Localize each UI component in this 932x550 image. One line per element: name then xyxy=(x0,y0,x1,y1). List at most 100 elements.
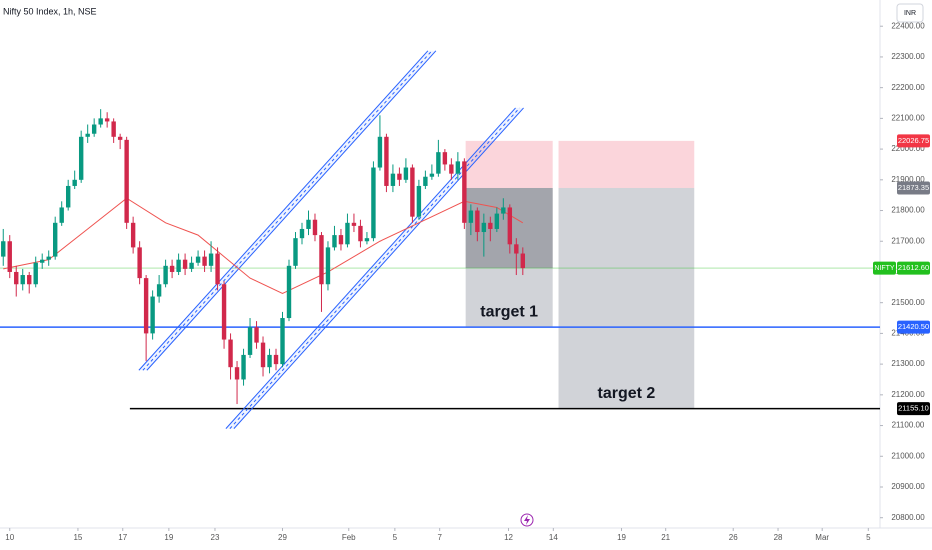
candle-body xyxy=(176,259,181,272)
channel-edge xyxy=(146,50,437,371)
y-tick-label: 22200.00 xyxy=(891,83,925,92)
candle-body xyxy=(124,139,129,223)
candle-body xyxy=(397,173,402,180)
candle-body xyxy=(241,354,246,380)
price-label-box xyxy=(897,402,930,416)
x-tick-label: 14 xyxy=(549,533,558,542)
candle-body xyxy=(59,207,64,223)
candle-body xyxy=(72,179,77,186)
candle-body xyxy=(312,219,318,236)
price-label-box xyxy=(897,181,930,195)
candle-body xyxy=(468,210,474,223)
candle-body xyxy=(390,173,396,186)
candle-body xyxy=(501,207,506,214)
price-label: 21420.50 xyxy=(898,322,929,331)
candle-body xyxy=(46,256,51,260)
candle-body xyxy=(163,265,168,285)
candle-body xyxy=(462,161,467,223)
candle-body xyxy=(280,318,285,365)
candle-body xyxy=(384,136,389,186)
candle-body xyxy=(182,259,188,269)
candle-body xyxy=(260,342,266,368)
channel-edge xyxy=(138,50,429,371)
chart-title: Nifty 50 Index, 1h, NSE xyxy=(3,6,97,16)
currency[interactable]: INR xyxy=(904,10,916,17)
x-tick-label: 5 xyxy=(866,533,871,542)
candle-body xyxy=(494,213,500,229)
candle-body xyxy=(33,262,38,285)
price-label-box xyxy=(897,261,930,275)
x-tick-label: 10 xyxy=(5,533,14,542)
x-tick-label: 17 xyxy=(118,533,127,542)
candle-body xyxy=(208,253,214,266)
x-tick-label: 19 xyxy=(617,533,626,542)
y-tick-label: 21300.00 xyxy=(891,359,925,368)
candle-body xyxy=(247,327,253,355)
candle-body xyxy=(293,238,298,266)
candle-body xyxy=(104,118,110,122)
x-tick-label: 12 xyxy=(504,533,513,542)
y-tick-label: 20800.00 xyxy=(891,513,925,522)
y-tick-label: 21900.00 xyxy=(891,175,925,184)
candle-body xyxy=(371,167,376,239)
candle-body xyxy=(195,256,201,263)
candle-body xyxy=(40,259,45,263)
position-label: target 2 xyxy=(597,385,655,402)
y-tick-label: 22000.00 xyxy=(891,144,925,153)
x-tick-label: 5 xyxy=(393,533,398,542)
y-tick-label: 21700.00 xyxy=(891,236,925,245)
x-tick-label: 15 xyxy=(73,533,82,542)
candle-body xyxy=(7,241,12,272)
candle-body xyxy=(20,275,25,285)
x-tick-label: 28 xyxy=(774,533,783,542)
candle-body xyxy=(14,271,19,285)
candle-body xyxy=(306,219,311,229)
channel-midline xyxy=(229,107,520,429)
candle-body xyxy=(78,136,84,180)
candle-body xyxy=(377,136,383,168)
x-tick-label: Feb xyxy=(342,533,356,542)
candle-body xyxy=(111,121,116,137)
candle-body xyxy=(189,262,194,269)
candle-body xyxy=(338,235,344,245)
candle-body xyxy=(488,222,493,229)
candle-body xyxy=(137,247,142,279)
x-tick-label: Mar xyxy=(815,533,829,542)
currency-button[interactable] xyxy=(896,3,924,23)
channel-band xyxy=(138,50,436,371)
y-tick-label: 22300.00 xyxy=(891,52,925,61)
candle-body xyxy=(169,265,175,272)
candle-body xyxy=(325,247,331,285)
stop-zone xyxy=(465,140,553,188)
price-label: 21155.10 xyxy=(898,404,929,413)
candle-body xyxy=(273,354,279,365)
candle-body xyxy=(228,339,233,368)
y-tick-label: 21500.00 xyxy=(891,298,925,307)
candle-body xyxy=(332,235,337,248)
y-tick-label: 21100.00 xyxy=(892,421,925,430)
y-tick-label: 20900.00 xyxy=(891,482,925,491)
candle-body xyxy=(423,176,428,186)
stop-zone xyxy=(558,140,695,188)
candle-body xyxy=(436,152,441,174)
price-label: 21873.35 xyxy=(898,183,929,192)
candle-body xyxy=(410,167,415,217)
events-icon-bolt[interactable] xyxy=(524,515,530,525)
symbol-tag: NIFTY xyxy=(874,265,895,272)
candle-body xyxy=(507,207,513,245)
y-tick-label: 21200.00 xyxy=(891,390,925,399)
x-tick-label: 23 xyxy=(211,533,220,542)
candle-body xyxy=(221,284,227,340)
candle-body xyxy=(416,185,422,217)
candle-body xyxy=(53,222,58,257)
candle-body xyxy=(215,253,220,285)
candle-body xyxy=(117,136,123,140)
candle-body xyxy=(202,256,207,266)
price-label: 21612.60 xyxy=(898,263,929,272)
price-label-box xyxy=(897,320,930,334)
candle-body xyxy=(299,228,305,239)
candle-body xyxy=(403,167,409,180)
events-icon[interactable] xyxy=(520,513,534,527)
